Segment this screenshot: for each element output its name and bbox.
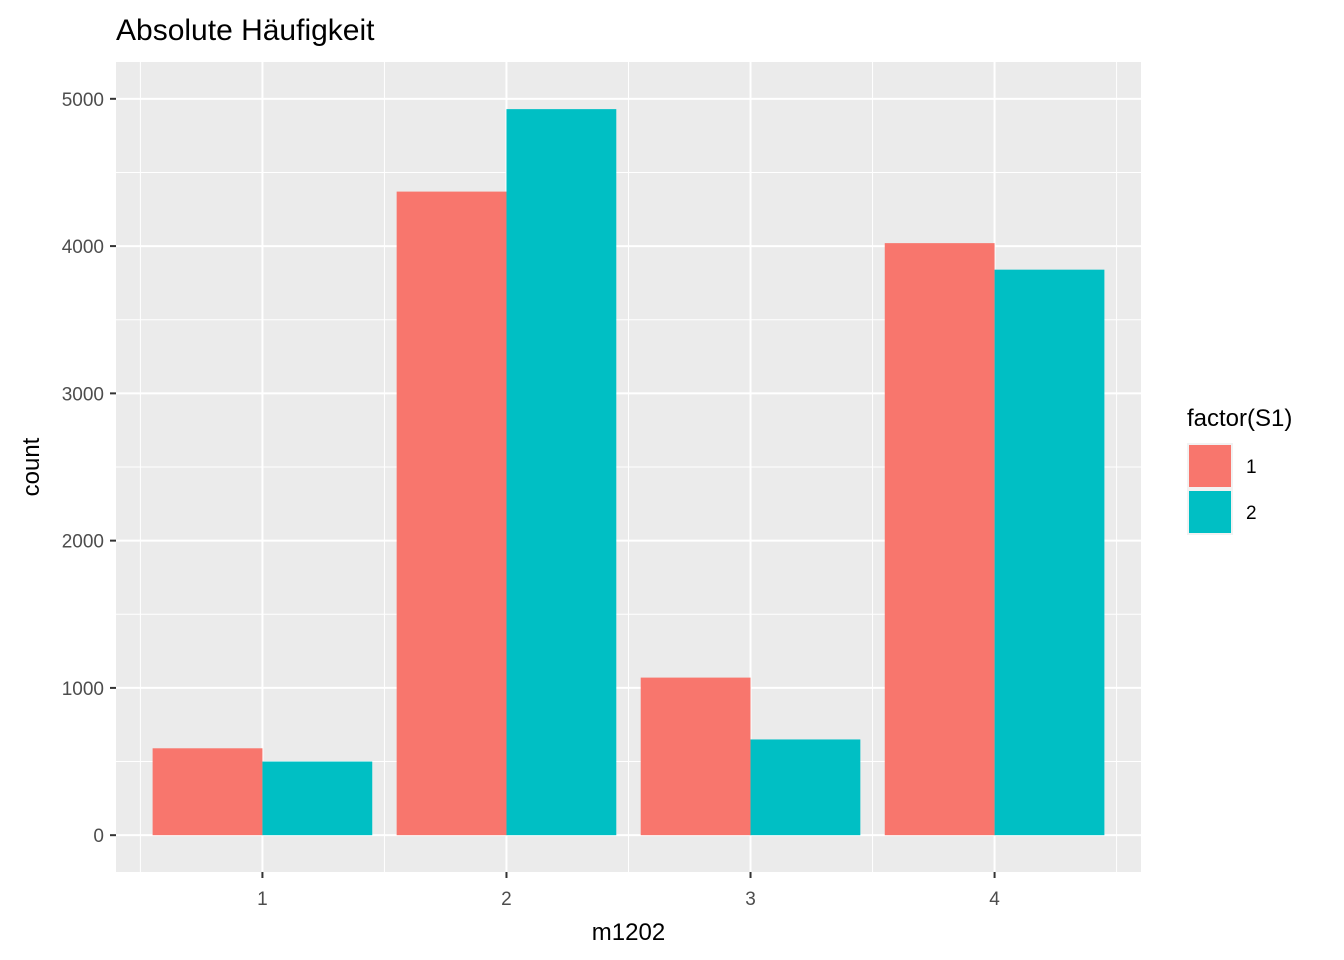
x-tick-label: 4 (989, 889, 1000, 910)
bar-2-series-2 (506, 109, 617, 836)
legend-swatch-1 (1189, 445, 1231, 487)
x-tick-label: 3 (745, 889, 756, 910)
y-axis: 0 1000 2000 3000 4000 5000 (62, 90, 116, 847)
bars (152, 109, 1105, 836)
y-axis-title: count (18, 437, 45, 496)
bar-4-series-2 (994, 269, 1105, 836)
bar-1-series-2 (262, 761, 373, 836)
y-tick-label: 2000 (62, 532, 104, 553)
bar-2-series-1 (396, 191, 507, 836)
x-axis-title: m1202 (592, 919, 665, 946)
legend-swatch-2 (1189, 491, 1231, 533)
legend-label-2: 2 (1246, 503, 1257, 524)
legend-title: factor(S1) (1187, 405, 1292, 432)
x-tick-label: 1 (257, 889, 268, 910)
x-tick-label: 2 (501, 889, 512, 910)
chart-title: Absolute Häufigkeit (116, 14, 375, 47)
y-tick-label: 3000 (62, 384, 104, 405)
legend: factor(S1) 1 2 (1187, 405, 1292, 535)
x-axis: 1 2 3 4 (257, 872, 1000, 910)
bar-4-series-1 (884, 243, 995, 836)
y-tick-label: 4000 (62, 237, 104, 258)
y-tick-label: 0 (93, 826, 104, 847)
bar-3-series-1 (640, 677, 751, 836)
bar-3-series-2 (750, 739, 861, 836)
bar-1-series-1 (152, 748, 263, 836)
y-tick-label: 5000 (62, 90, 104, 111)
y-tick-label: 1000 (62, 679, 104, 700)
legend-label-1: 1 (1246, 457, 1257, 478)
